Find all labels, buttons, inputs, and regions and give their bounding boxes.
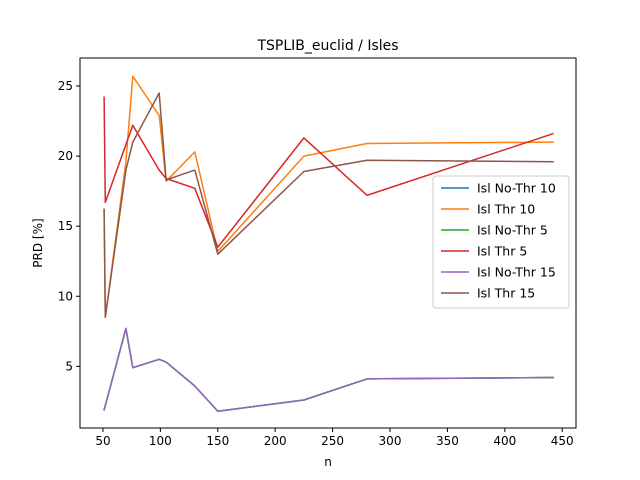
series-line-isl-thr-10 (103, 75, 554, 319)
legend-label: Isl Thr 10 (477, 202, 535, 217)
x-tick-label: 100 (149, 434, 172, 448)
chart-title: TSPLIB_euclid / Isles (256, 38, 398, 54)
y-tick-label: 10 (58, 289, 73, 303)
x-tick-label: 400 (493, 434, 516, 448)
y-axis-ticks: 5 10 15 20 25 (58, 79, 80, 373)
x-tick-label: 200 (264, 434, 287, 448)
legend-label: Isl No-Thr 5 (477, 223, 548, 238)
x-tick-label: 450 (551, 434, 574, 448)
y-axis-label: PRD [%] (31, 218, 45, 267)
plot-frame (79, 57, 577, 429)
y-tick-label: 15 (58, 219, 73, 233)
series-line-isl-no-thr-15 (103, 327, 554, 412)
series-layer (103, 75, 554, 412)
x-tick-label: 150 (206, 434, 229, 448)
series-line-isl-thr-15 (103, 92, 554, 319)
y-tick-label: 25 (58, 79, 73, 93)
y-tick-label: 5 (65, 359, 73, 373)
x-tick-label: 50 (95, 434, 110, 448)
x-tick-label: 250 (321, 434, 344, 448)
legend-label: Isl No-Thr 10 (477, 181, 556, 196)
x-tick-label: 350 (436, 434, 459, 448)
legend: Isl No-Thr 10 Isl Thr 10 Isl No-Thr 5 Isl T… (432, 175, 570, 309)
legend-label: Isl Thr 5 (477, 244, 527, 259)
x-axis-label: n (324, 455, 332, 469)
legend-label: Isl Thr 15 (477, 286, 535, 301)
x-tick-label: 300 (379, 434, 402, 448)
x-axis-ticks: 50 100 150 200 250 300 350 400 450 (95, 428, 574, 448)
y-tick-label: 20 (58, 149, 73, 163)
legend-label: Isl No-Thr 15 (477, 265, 556, 280)
